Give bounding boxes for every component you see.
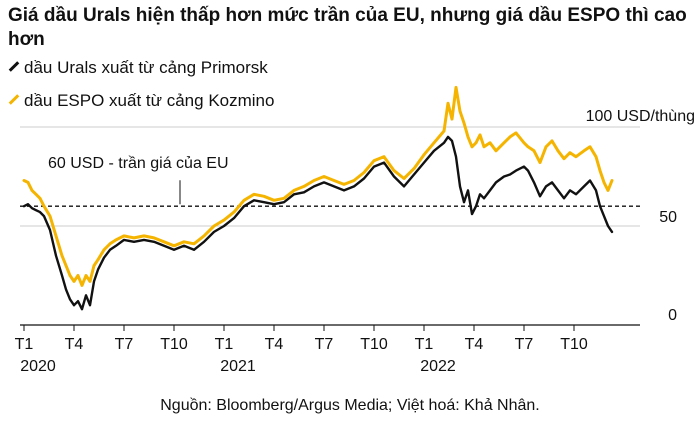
source-note: Nguồn: Bloomberg/Argus Media; Việt hoá: …	[160, 397, 540, 414]
x-tick-label-5: T4	[265, 336, 284, 353]
price-cap-annotation-label: 60 USD - trần giá của EU	[48, 155, 229, 172]
series-line-espo	[22, 85, 614, 287]
x-tick-label-9: T4	[465, 336, 484, 353]
x-tick-label-7: T10	[360, 336, 388, 353]
y-tick-label-100: 100 USD/thùng	[586, 108, 695, 125]
x-tick-label-11: T10	[560, 336, 588, 353]
x-tick-year-0: 2020	[20, 358, 56, 375]
x-tick-label-3: T10	[160, 336, 188, 353]
legend-urals-label: dầu Urals xuất từ cảng Primorsk	[24, 58, 268, 77]
legend-espo-label: dầu ESPO xuất từ cảng Kozmino	[24, 91, 275, 110]
x-tick-label-4: T1	[215, 336, 234, 353]
legend-espo: dầu ESPO xuất từ cảng Kozmino	[8, 91, 274, 111]
chart-title: Giá dầu Urals hiện thấp hơn mức trần của…	[8, 5, 687, 50]
x-tick-label-6: T7	[315, 336, 334, 353]
x-tick-year-4: 2021	[220, 358, 256, 375]
x-tick-label-0: T1	[15, 336, 34, 353]
series-line-urals	[22, 135, 614, 311]
x-tick-label-2: T7	[115, 336, 134, 353]
legend-urals: dầu Urals xuất từ cảng Primorsk	[8, 58, 268, 78]
x-tick-label-10: T7	[515, 336, 534, 353]
y-tick-label-50: 50	[659, 209, 677, 226]
y-tick-label-0: 0	[668, 307, 677, 324]
x-tick-year-8: 2022	[420, 358, 456, 375]
x-tick-label-8: T1	[415, 336, 434, 353]
x-tick-label-1: T4	[65, 336, 84, 353]
